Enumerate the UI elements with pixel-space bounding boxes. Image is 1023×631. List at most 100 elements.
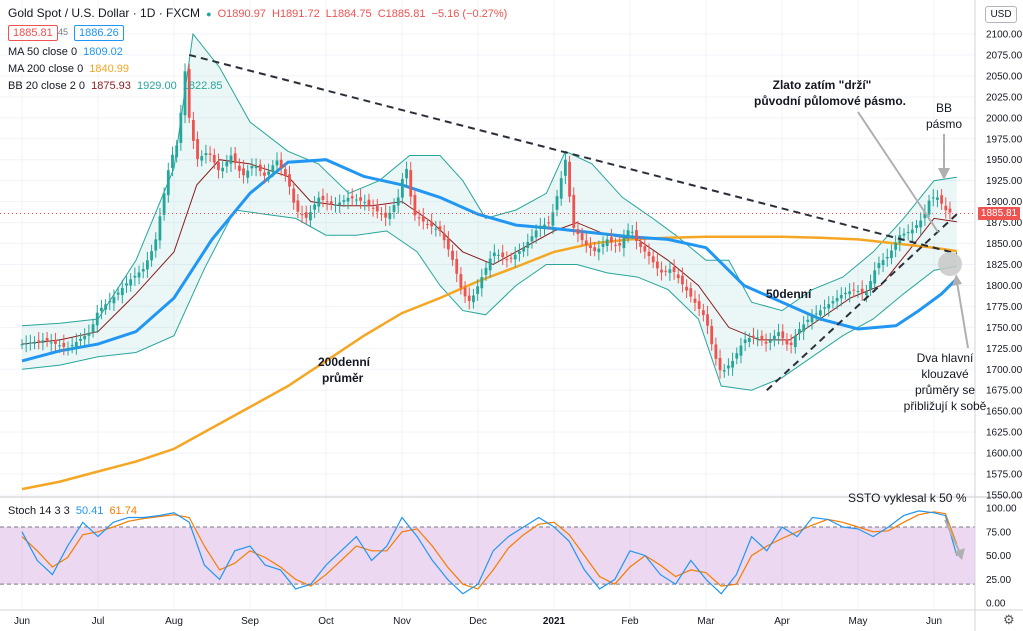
candle-body xyxy=(564,159,567,176)
stoch-label: Stoch 14 3 3 xyxy=(8,505,70,517)
candle-body xyxy=(668,269,672,273)
candle-body xyxy=(33,341,36,344)
price-tick-label: 1900.00 xyxy=(986,197,1023,208)
legend-ma50[interactable]: MA 50 close 0 1809.02 xyxy=(8,46,126,58)
annotation-bb-1: BB xyxy=(936,101,952,115)
pointer-band xyxy=(857,111,939,233)
candle-body xyxy=(513,254,517,260)
candle-body xyxy=(785,339,789,345)
candle-body xyxy=(756,337,760,339)
candle-body xyxy=(116,292,120,295)
candle-body xyxy=(183,71,187,116)
last-price-label: 1885.81 xyxy=(978,207,1020,220)
candle-body xyxy=(793,335,797,348)
ohlc-change: −5.16 (−0.27%) xyxy=(431,8,508,20)
pointer-ma xyxy=(956,281,969,349)
bid-price[interactable]: 1885.81 xyxy=(8,25,58,41)
candle-body xyxy=(873,270,877,284)
candle-body xyxy=(944,205,948,211)
candle-body xyxy=(818,310,822,316)
candle-body xyxy=(279,159,283,169)
candle-body xyxy=(271,165,275,172)
convergence-marker xyxy=(938,252,962,276)
symbol-title[interactable]: Gold Spot / U.S. Dollar · 1D · FXCM xyxy=(8,6,201,20)
candle-body xyxy=(693,298,697,303)
candle-body xyxy=(823,307,826,309)
price-tick-label: 1975.00 xyxy=(986,134,1023,145)
candle-body xyxy=(643,246,647,252)
candle-body xyxy=(752,335,755,337)
candle-body xyxy=(497,254,500,256)
candle-body xyxy=(154,239,158,251)
candle-body xyxy=(283,169,287,176)
candle-body xyxy=(405,168,408,179)
candle-body xyxy=(526,241,530,248)
candle-body xyxy=(852,289,856,291)
candle-body xyxy=(559,178,563,199)
candle-body xyxy=(20,344,24,346)
stoch-k-line xyxy=(21,510,958,595)
candle-body xyxy=(722,370,726,372)
candle-body xyxy=(467,295,471,301)
candle-body xyxy=(697,301,701,309)
candle-body xyxy=(242,168,245,176)
candle-body xyxy=(359,197,362,201)
stoch-tick-label: 25.00 xyxy=(986,575,1011,586)
candle-body xyxy=(885,256,889,259)
price-tick-label: 2100.00 xyxy=(986,30,1023,41)
time-tick-label: Sep xyxy=(241,616,259,627)
candle-body xyxy=(400,179,404,198)
candle-body xyxy=(288,174,291,187)
bb-basis-value: 1875.93 xyxy=(91,80,131,92)
candle-body xyxy=(472,295,475,303)
candle-body xyxy=(601,243,605,247)
legend-stoch[interactable]: Stoch 14 3 3 50.41 61.74 xyxy=(8,505,140,517)
legend-ma200[interactable]: MA 200 close 0 1840.99 xyxy=(8,63,132,75)
candle-body xyxy=(538,226,542,229)
candle-body xyxy=(87,332,91,336)
candle-body xyxy=(108,300,112,303)
bb-label: BB 20 close 2 0 xyxy=(8,80,86,92)
candle-body xyxy=(572,194,576,228)
candle-body xyxy=(509,257,513,259)
candle-body xyxy=(718,358,722,371)
candle-body xyxy=(162,193,166,215)
candle-body xyxy=(551,212,555,226)
time-tick-label: Feb xyxy=(621,616,639,627)
candle-body xyxy=(66,348,70,350)
candle-body xyxy=(714,344,718,359)
candle-body xyxy=(940,195,943,204)
candle-body xyxy=(329,201,333,205)
candle-body xyxy=(881,260,885,266)
gear-icon[interactable]: ⚙ xyxy=(1003,612,1015,627)
candle-body xyxy=(664,270,668,272)
candle-body xyxy=(338,202,342,205)
candle-body xyxy=(835,298,839,302)
trendline-upper xyxy=(188,53,958,255)
pointer-ssto xyxy=(944,519,961,554)
price-tick-label: 1575.00 xyxy=(986,470,1023,481)
candle-body xyxy=(701,310,705,316)
legend-bb[interactable]: BB 20 close 2 0 1875.93 1929.00 1822.85 xyxy=(8,80,226,92)
candle-body xyxy=(342,200,346,202)
ask-price[interactable]: 1886.26 xyxy=(74,25,124,41)
candle-body xyxy=(860,288,864,293)
candle-body xyxy=(622,237,626,249)
candle-body xyxy=(62,342,66,347)
ma200-value: 1840.99 xyxy=(89,63,130,75)
candle-body xyxy=(446,238,450,250)
candle-body xyxy=(54,339,57,344)
candle-body xyxy=(217,161,220,171)
candle-body xyxy=(580,233,584,241)
candle-body xyxy=(100,307,103,312)
candle-body xyxy=(651,256,655,263)
price-tick-label: 1850.00 xyxy=(986,239,1023,250)
candle-body xyxy=(530,236,534,242)
candle-body xyxy=(146,260,149,270)
candle-body xyxy=(894,242,898,250)
candle-body xyxy=(476,286,480,294)
ma200-label: MA 200 close 0 xyxy=(8,63,84,75)
currency-button[interactable]: USD xyxy=(985,6,1017,23)
candle-body xyxy=(304,212,308,218)
candle-body xyxy=(927,200,931,215)
